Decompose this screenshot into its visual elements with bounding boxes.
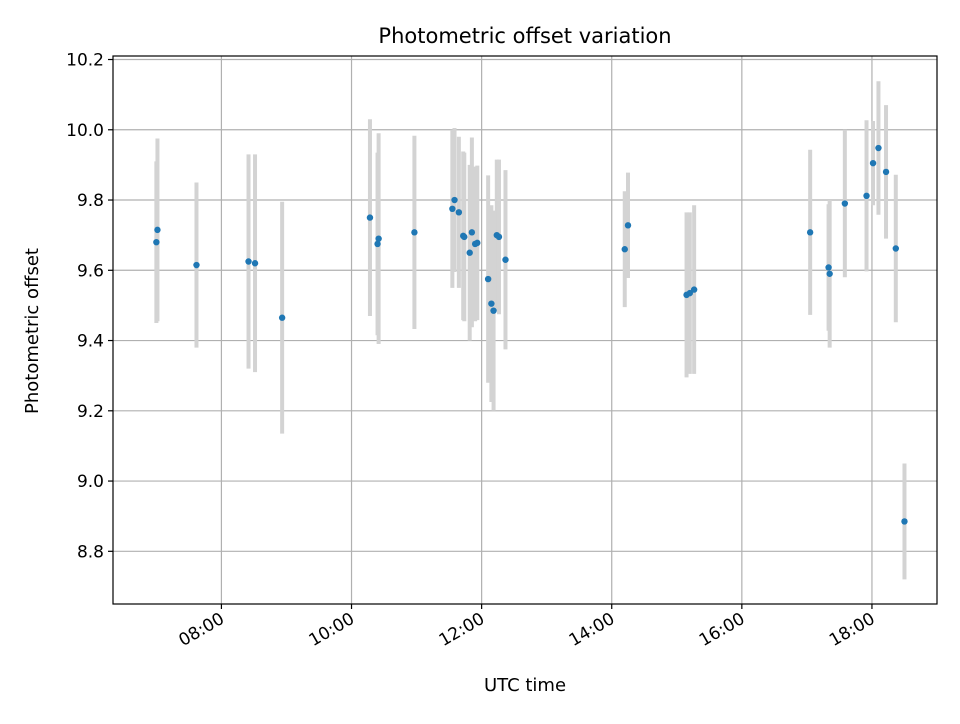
- data-point: [278, 314, 286, 321]
- y-tick-label: 9.4: [77, 332, 104, 352]
- data-point: [455, 209, 463, 216]
- data-point: [474, 239, 481, 247]
- data-point: [825, 264, 832, 271]
- data-point: [245, 258, 252, 265]
- y-tick-label: 10.0: [66, 121, 104, 141]
- y-tick-label: 9.8: [77, 191, 104, 211]
- data-point: [686, 289, 693, 297]
- y-tick-label: 9.0: [77, 472, 104, 492]
- y-tick-label: 9.6: [77, 261, 104, 281]
- x-axis-label: UTC time: [484, 675, 566, 696]
- data-point: [882, 168, 890, 176]
- data-point: [154, 226, 161, 234]
- data-point: [449, 205, 456, 213]
- data-point: [502, 256, 509, 263]
- data-point: [375, 235, 382, 242]
- data-point: [366, 214, 374, 221]
- data-point: [488, 300, 495, 307]
- data-point: [193, 261, 200, 269]
- y-axis-label: Photometric offset: [22, 248, 43, 414]
- data-point: [892, 245, 899, 252]
- data-point: [411, 229, 418, 236]
- data-point: [484, 275, 492, 283]
- data-point: [690, 286, 698, 293]
- data-point: [374, 240, 381, 248]
- data-point: [806, 229, 814, 236]
- data-point: [461, 233, 468, 241]
- y-tick-label: 9.2: [77, 402, 104, 422]
- y-tick-label: 8.8: [77, 542, 104, 562]
- data-point: [901, 518, 908, 525]
- chart-title: Photometric offset variation: [378, 24, 671, 48]
- data-points: [153, 144, 908, 525]
- plot-frame: [112, 55, 938, 605]
- data-point: [863, 192, 870, 200]
- data-point: [495, 233, 503, 241]
- data-point: [466, 249, 473, 256]
- data-point: [875, 144, 882, 152]
- data-point: [841, 200, 849, 207]
- data-point: [153, 238, 160, 246]
- data-point: [621, 246, 628, 253]
- data-point: [624, 222, 632, 229]
- data-point: [468, 229, 476, 236]
- y-tick-label: 10.2: [66, 51, 104, 71]
- data-point: [490, 307, 497, 314]
- data-point: [451, 196, 458, 204]
- data-point: [826, 270, 833, 277]
- data-point: [869, 159, 877, 167]
- data-point: [251, 260, 259, 267]
